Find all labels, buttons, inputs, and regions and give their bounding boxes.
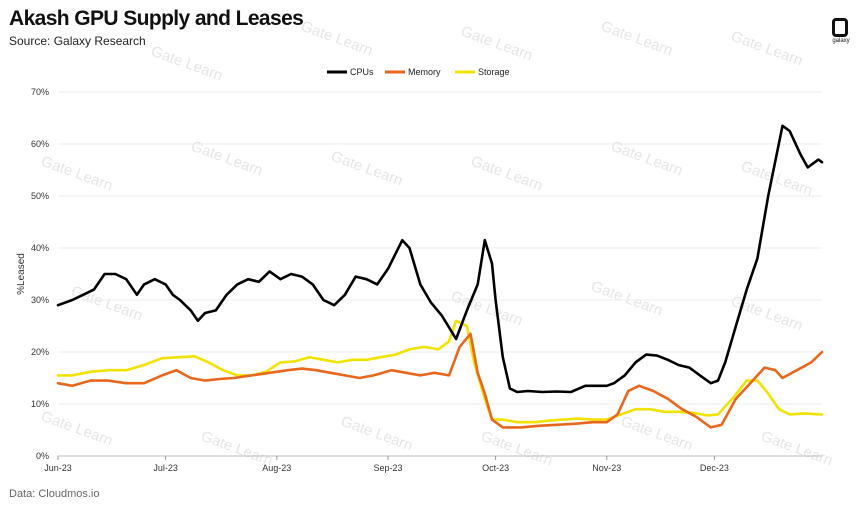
watermark-text: Gate Learn bbox=[39, 153, 115, 195]
watermark-text: Gate Learn bbox=[759, 428, 835, 470]
watermark-text: Gate Learn bbox=[739, 158, 815, 200]
x-tick-label: Sep-23 bbox=[373, 463, 402, 473]
y-tick-label: 0% bbox=[36, 451, 49, 461]
series-line-cpus bbox=[56, 124, 824, 394]
x-tick-label: Nov-23 bbox=[592, 463, 621, 473]
watermark-text: Gate Learn bbox=[299, 18, 375, 60]
y-tick-label: 60% bbox=[31, 139, 49, 149]
watermark-text: Gate Learn bbox=[589, 278, 665, 320]
y-tick-label: 20% bbox=[31, 347, 49, 357]
galaxy-logo-icon bbox=[832, 18, 848, 37]
watermark-text: Gate Learn bbox=[149, 43, 225, 85]
y-tick-label: 10% bbox=[31, 399, 49, 409]
watermark-text: Gate Learn bbox=[329, 148, 405, 190]
data-source-footer: Data: Cloudmos.io bbox=[9, 488, 100, 500]
legend-label-cpus: CPUs bbox=[350, 67, 374, 77]
watermark-text: Gate Learn bbox=[619, 413, 695, 455]
chart-title: Akash GPU Supply and Leases bbox=[9, 7, 304, 30]
watermark-text: Gate Learn bbox=[39, 408, 115, 450]
watermark-text: Gate Learn bbox=[459, 23, 535, 65]
series-line-memory bbox=[56, 332, 824, 429]
x-tick-label: Jul-23 bbox=[153, 463, 178, 473]
y-tick-label: 50% bbox=[31, 191, 49, 201]
legend-label-memory: Memory bbox=[408, 67, 441, 77]
legend-label-storage: Storage bbox=[478, 67, 510, 77]
x-tick-label: Aug-23 bbox=[262, 463, 291, 473]
y-tick-label: 30% bbox=[31, 295, 49, 305]
y-axis-label: %Leased bbox=[16, 253, 27, 295]
x-tick-label: Oct-23 bbox=[482, 463, 509, 473]
watermark-text: Gate Learn bbox=[469, 153, 545, 195]
watermark-text: Gate Learn bbox=[729, 28, 805, 70]
galaxy-logo-text: galaxy bbox=[832, 38, 850, 44]
watermark-text: Gate Learn bbox=[599, 18, 675, 60]
y-tick-label: 70% bbox=[31, 87, 49, 97]
chart-subtitle: Source: Galaxy Research bbox=[9, 34, 146, 48]
x-tick-label: Dec-23 bbox=[700, 463, 729, 473]
watermark-text: Gate Learn bbox=[339, 413, 415, 455]
y-tick-label: 40% bbox=[31, 243, 49, 253]
x-tick-label: Jun-23 bbox=[44, 463, 72, 473]
galaxy-logo: galaxy bbox=[829, 18, 853, 54]
